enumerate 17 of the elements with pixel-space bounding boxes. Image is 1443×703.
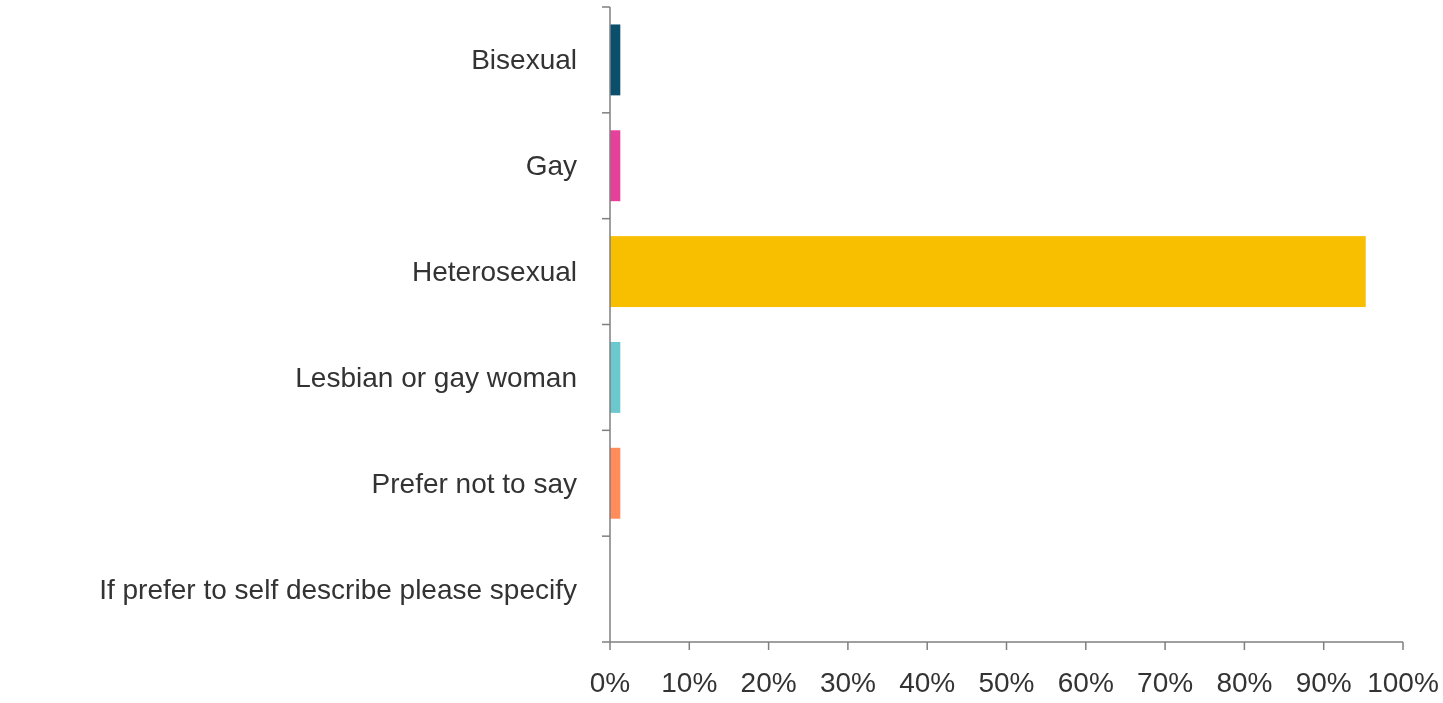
x-tick-label: 40%	[899, 667, 956, 698]
x-tick-label: 0%	[589, 667, 631, 698]
x-tick-label: 10%	[661, 667, 718, 698]
x-tick-label: 20%	[740, 667, 797, 698]
x-tick-label: 60%	[1057, 667, 1114, 698]
x-tick-label: 80%	[1216, 667, 1273, 698]
y-tick-label: Bisexual	[471, 44, 577, 76]
y-tick-label: Heterosexual	[412, 256, 577, 288]
x-tick-label: 90%	[1295, 667, 1352, 698]
y-tick-label: If prefer to self describe please specify	[99, 573, 577, 605]
x-tick-label: 100%	[1367, 667, 1439, 698]
x-tick-label: 70%	[1137, 667, 1194, 698]
x-tick-label: 50%	[978, 667, 1035, 698]
x-tick-label: 30%	[819, 667, 876, 698]
y-tick-label: Lesbian or gay woman	[295, 361, 577, 393]
y-tick-label: Gay	[525, 150, 577, 182]
y-tick-label: Prefer not to say	[371, 467, 577, 499]
